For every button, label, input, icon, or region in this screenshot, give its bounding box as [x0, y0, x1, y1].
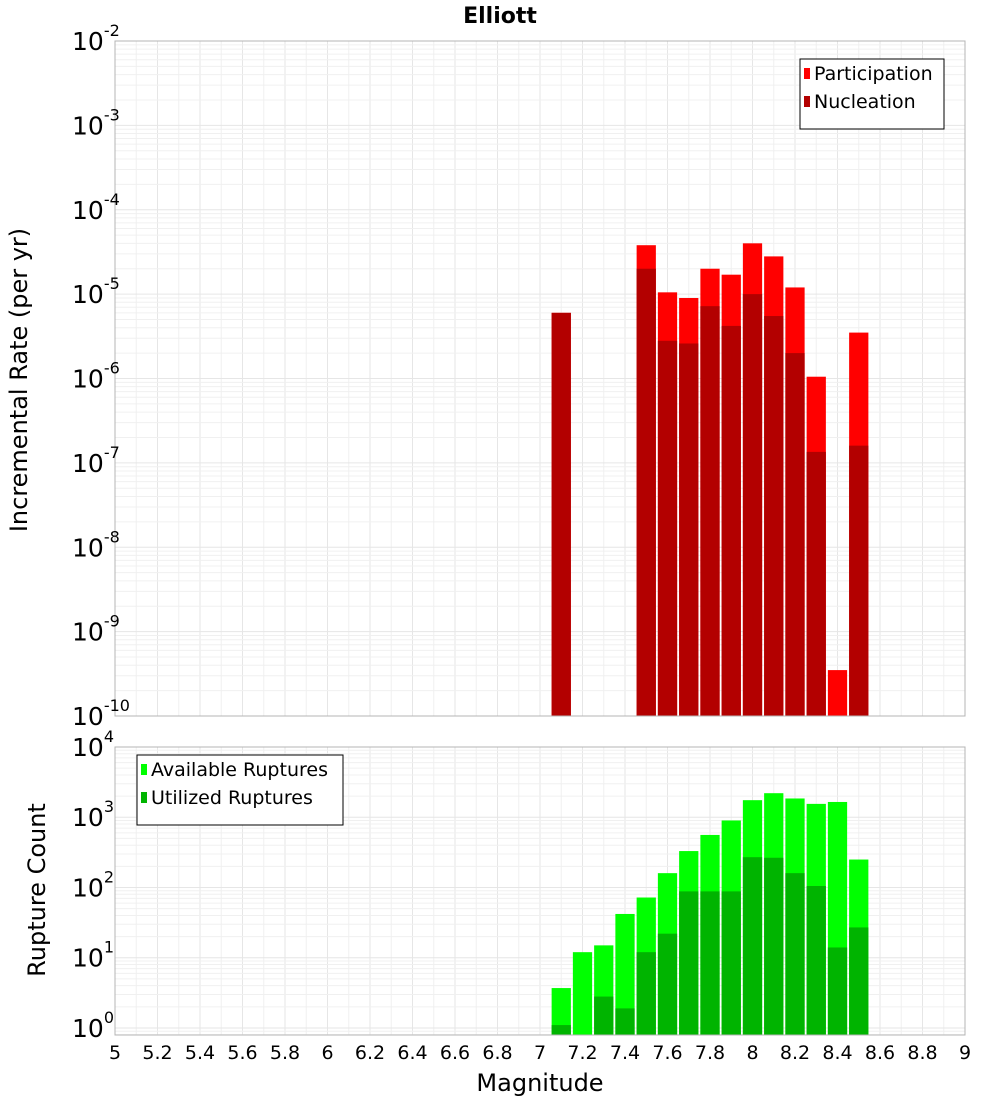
bottom-y-tick-label: 100	[72, 1008, 114, 1043]
bottom-bar-utilized-ruptures	[827, 947, 848, 1035]
x-tick-label: 7	[534, 1042, 546, 1064]
x-tick-label: 8.6	[865, 1042, 895, 1064]
x-tick-label: 7.8	[695, 1042, 725, 1064]
bottom-panel: 104 103 102 101 100 Available Ruptures Utilize…	[72, 727, 971, 1064]
bottom-bar-utilized-ruptures	[679, 891, 699, 1035]
x-tick-label: 6.2	[355, 1042, 385, 1064]
x-tick-label: 5.6	[227, 1042, 257, 1064]
bottom-bar-utilized-ruptures	[806, 885, 826, 1035]
x-tick-label: 6	[321, 1042, 333, 1064]
top-y-tick-label: 10-3	[72, 105, 120, 140]
top-legend-label: Participation	[814, 63, 933, 85]
bottom-bar-utilized-ruptures	[764, 857, 784, 1035]
x-tick-label: 6.8	[482, 1042, 512, 1064]
x-tick-label: 8	[746, 1042, 758, 1064]
bottom-bar-utilized-ruptures	[742, 857, 763, 1035]
x-tick-label: 5	[109, 1042, 121, 1064]
top-legend-swatch	[804, 96, 810, 107]
top-y-tick-label: 10-8	[72, 527, 120, 562]
x-tick-label: 6.6	[440, 1042, 470, 1064]
bottom-bar-utilized-ruptures	[849, 927, 869, 1035]
top-bar-nucleation	[849, 445, 869, 716]
x-tick-label: 9	[959, 1042, 971, 1064]
x-tick-label: 8.4	[822, 1042, 852, 1064]
top-bar-nucleation	[657, 340, 678, 716]
top-bar-nucleation	[551, 312, 571, 716]
bottom-bar-available-ruptures	[572, 952, 593, 1035]
top-bar-nucleation	[806, 451, 826, 716]
bottom-legend-swatch	[141, 764, 147, 775]
top-bar-nucleation	[679, 343, 699, 716]
top-y-tick-label: 10-2	[72, 21, 120, 56]
bottom-plot-frame	[114, 746, 966, 1036]
chart-title: Elliott	[463, 4, 537, 29]
bottom-legend-box	[136, 754, 344, 826]
bottom-bar-available-ruptures	[615, 913, 635, 1035]
x-tick-label: 5.2	[142, 1042, 172, 1064]
bottom-y-tick-label: 101	[72, 938, 114, 973]
bottom-legend-label: Utilized Ruptures	[151, 787, 313, 809]
bottom-y-axis-label: Rupture Count	[23, 803, 51, 977]
top-bar-nucleation	[721, 325, 741, 716]
top-bar-nucleation	[742, 294, 763, 716]
top-y-axis-label: Incremental Rate (per yr)	[5, 228, 33, 532]
bottom-legend-label: Available Ruptures	[151, 759, 328, 781]
top-panel: 10-2 10-3 10-4 10-5 10-6 10-7 10-8 10-9 10-10 Par…	[72, 21, 966, 731]
bottom-bar-utilized-ruptures	[721, 891, 741, 1035]
bottom-y-tick-label: 104	[72, 727, 114, 762]
bottom-y-tick-label: 103	[72, 797, 114, 832]
bottom-bar-utilized-ruptures	[615, 1008, 635, 1035]
bottom-bar-utilized-ruptures	[700, 891, 720, 1035]
bottom-y-tick-label: 102	[72, 867, 114, 902]
bottom-bar-utilized-ruptures	[785, 873, 805, 1035]
top-legend-swatch	[804, 68, 810, 79]
top-y-tick-label: 10-6	[72, 359, 120, 394]
top-y-tick-label: 10-7	[72, 443, 120, 478]
bottom-bar-utilized-ruptures	[594, 996, 614, 1035]
top-bar-nucleation	[764, 316, 784, 716]
x-tick-label: 8.2	[780, 1042, 810, 1064]
top-y-tick-label: 10-10	[72, 696, 130, 731]
bottom-bar-available-ruptures	[551, 988, 571, 1035]
x-tick-label: 5.8	[270, 1042, 300, 1064]
top-bar-participation	[827, 670, 848, 716]
bottom-bar-utilized-ruptures	[636, 952, 656, 1035]
top-legend-box	[799, 58, 945, 130]
bottom-bar-utilized-ruptures	[551, 1025, 571, 1035]
top-legend-label: Nucleation	[814, 91, 916, 113]
top-y-tick-label: 10-9	[72, 612, 120, 647]
bottom-bar-utilized-ruptures	[657, 933, 678, 1035]
top-plot-frame	[114, 40, 966, 717]
x-tick-label: 7.4	[610, 1042, 640, 1064]
x-tick-label: 7.6	[652, 1042, 682, 1064]
top-y-tick-label: 10-4	[72, 190, 120, 225]
top-bar-nucleation	[785, 353, 805, 716]
top-bar-nucleation	[700, 306, 720, 716]
top-y-tick-label: 10-5	[72, 274, 120, 309]
x-axis-label: Magnitude	[476, 1069, 603, 1097]
x-tick-label: 6.4	[397, 1042, 427, 1064]
x-tick-label: 8.8	[907, 1042, 937, 1064]
x-tick-label: 5.4	[185, 1042, 215, 1064]
x-tick-label: 7.2	[567, 1042, 597, 1064]
top-bar-nucleation	[636, 268, 656, 716]
bottom-legend-swatch	[141, 792, 147, 803]
